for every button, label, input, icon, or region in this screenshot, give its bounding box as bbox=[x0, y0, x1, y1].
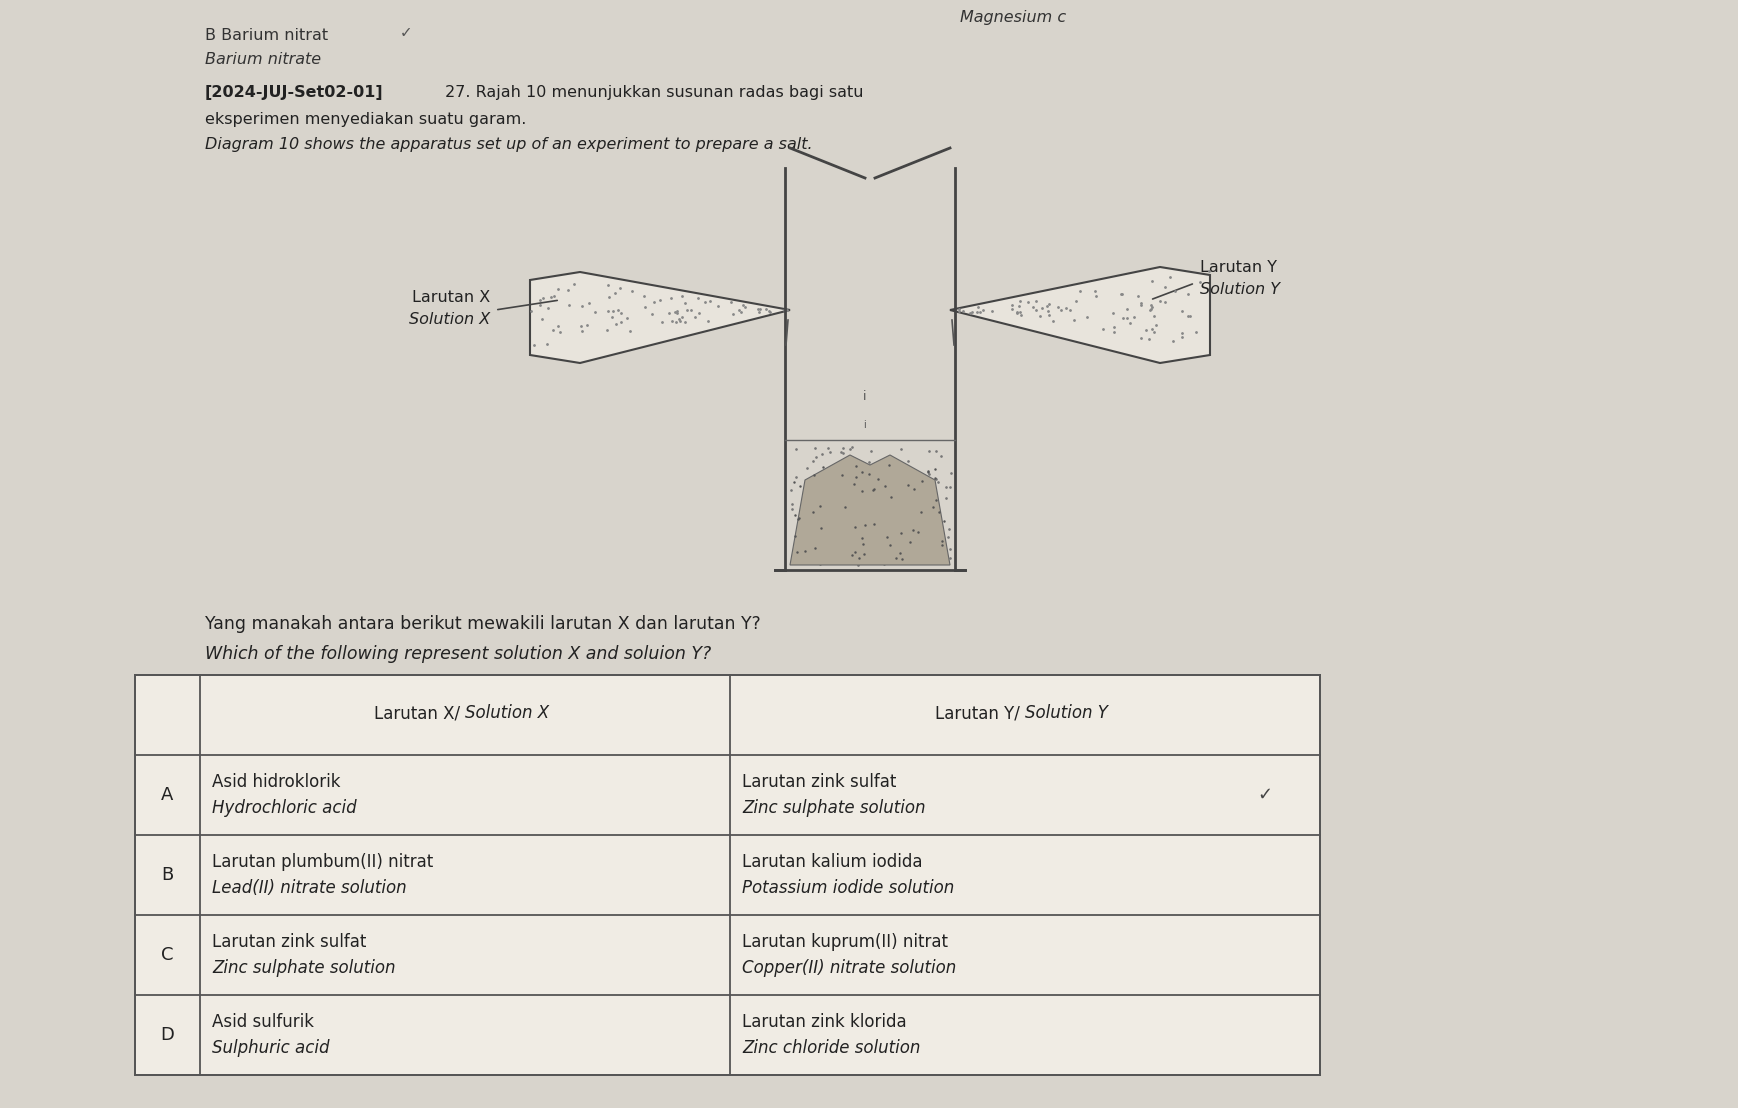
Polygon shape bbox=[951, 267, 1210, 363]
Polygon shape bbox=[530, 271, 791, 363]
Text: Larutan X: Larutan X bbox=[412, 290, 490, 305]
Text: Larutan Y: Larutan Y bbox=[1199, 260, 1277, 275]
Text: Solution Y: Solution Y bbox=[1199, 283, 1279, 297]
Polygon shape bbox=[791, 455, 951, 565]
Polygon shape bbox=[136, 675, 1319, 1075]
Text: Asid sulfurik: Asid sulfurik bbox=[212, 1013, 315, 1032]
Text: B: B bbox=[162, 866, 174, 884]
Text: Larutan X/: Larutan X/ bbox=[374, 704, 466, 722]
Text: Barium nitrate: Barium nitrate bbox=[205, 52, 322, 66]
Text: Solution Y: Solution Y bbox=[1025, 704, 1107, 722]
Text: Solution X: Solution X bbox=[466, 704, 549, 722]
Text: eksperimen menyediakan suatu garam.: eksperimen menyediakan suatu garam. bbox=[205, 112, 527, 127]
Text: Zinc sulphate solution: Zinc sulphate solution bbox=[212, 960, 396, 977]
Text: Larutan plumbum(II) nitrat: Larutan plumbum(II) nitrat bbox=[212, 853, 433, 871]
Text: Solution X: Solution X bbox=[408, 312, 490, 327]
Text: Zinc sulphate solution: Zinc sulphate solution bbox=[742, 799, 926, 817]
Text: Larutan kalium iodida: Larutan kalium iodida bbox=[742, 853, 923, 871]
Text: Magnesium c: Magnesium c bbox=[959, 10, 1065, 25]
Text: Yang manakah antara berikut mewakili larutan X dan larutan Y?: Yang manakah antara berikut mewakili lar… bbox=[205, 615, 761, 633]
Text: Sulphuric acid: Sulphuric acid bbox=[212, 1039, 330, 1057]
Text: Zinc chloride solution: Zinc chloride solution bbox=[742, 1039, 921, 1057]
Text: B Barium nitrat: B Barium nitrat bbox=[205, 28, 328, 43]
Text: A: A bbox=[162, 786, 174, 804]
Text: i: i bbox=[864, 390, 867, 403]
Text: ✓: ✓ bbox=[395, 25, 412, 40]
Text: Lead(II) nitrate solution: Lead(II) nitrate solution bbox=[212, 879, 407, 897]
Text: [2024-JUJ-Set02-01]: [2024-JUJ-Set02-01] bbox=[205, 85, 384, 100]
Text: Copper(II) nitrate solution: Copper(II) nitrate solution bbox=[742, 960, 956, 977]
Text: Larutan zink klorida: Larutan zink klorida bbox=[742, 1013, 907, 1032]
Text: ✓: ✓ bbox=[1257, 786, 1272, 804]
Text: Larutan zink sulfat: Larutan zink sulfat bbox=[742, 773, 897, 791]
Text: Larutan zink sulfat: Larutan zink sulfat bbox=[212, 933, 367, 951]
Text: D: D bbox=[160, 1026, 174, 1044]
Text: Asid hidroklorik: Asid hidroklorik bbox=[212, 773, 341, 791]
Text: Hydrochloric acid: Hydrochloric acid bbox=[212, 799, 356, 817]
Text: Which of the following represent solution X and soluion Y?: Which of the following represent solutio… bbox=[205, 645, 711, 663]
Text: Diagram 10 shows the apparatus set up of an experiment to prepare a salt.: Diagram 10 shows the apparatus set up of… bbox=[205, 137, 813, 152]
Text: C: C bbox=[162, 946, 174, 964]
Text: 27. Rajah 10 menunjukkan susunan radas bagi satu: 27. Rajah 10 menunjukkan susunan radas b… bbox=[440, 85, 864, 100]
Text: Larutan kuprum(II) nitrat: Larutan kuprum(II) nitrat bbox=[742, 933, 947, 951]
Text: Larutan Y/: Larutan Y/ bbox=[935, 704, 1025, 722]
Text: i: i bbox=[864, 420, 866, 430]
Text: Potassium iodide solution: Potassium iodide solution bbox=[742, 879, 954, 897]
